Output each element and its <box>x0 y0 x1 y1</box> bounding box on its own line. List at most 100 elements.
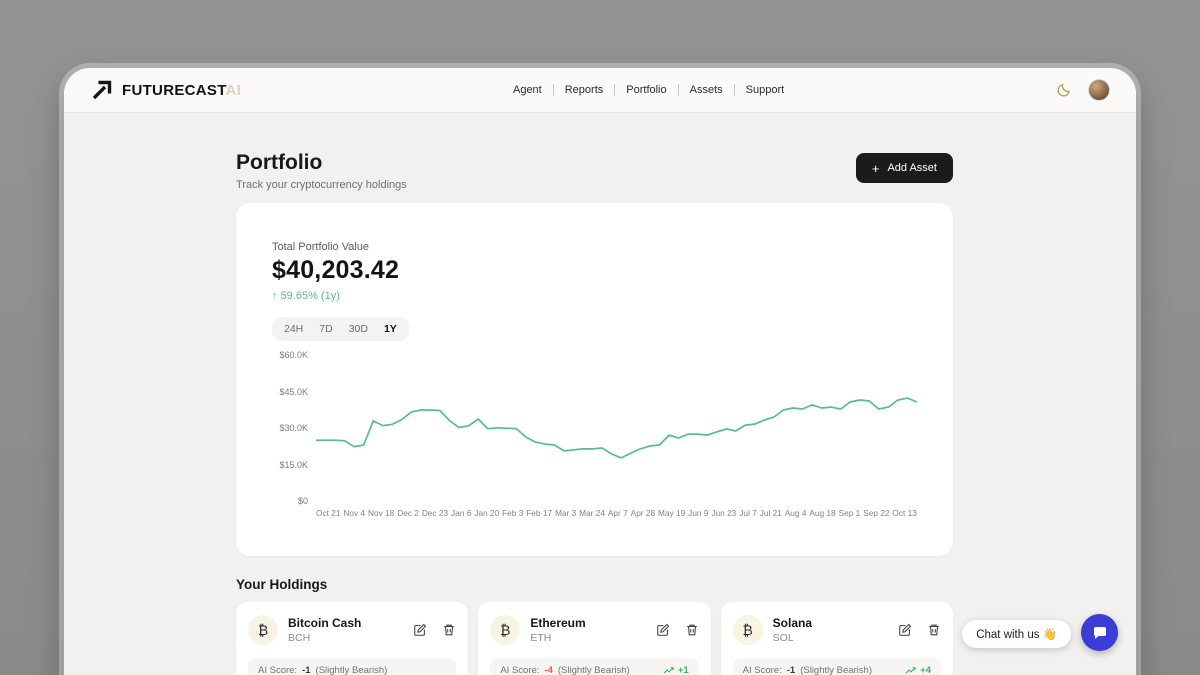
y-tick: $45.0K <box>279 386 308 397</box>
edit-icon[interactable] <box>656 623 670 637</box>
value-change-indicator: ↑ 59.65% (1y) <box>272 290 340 302</box>
holding-actions <box>898 623 941 637</box>
coin-icon: ₿ <box>732 615 763 645</box>
coin-icon: ₿ <box>248 615 278 645</box>
x-tick: Nov 4 <box>343 508 366 518</box>
y-tick: $30.0K <box>279 423 308 433</box>
page-subtitle: Track your cryptocurrency holdings <box>236 179 407 191</box>
x-tick: Jul 7 <box>739 508 757 518</box>
trending-up-icon <box>663 667 674 674</box>
score-trend: +1 <box>663 665 689 675</box>
x-tick: May 19 <box>658 508 686 518</box>
ai-score-sentiment: (Slightly Bearish) <box>800 665 872 675</box>
chat-bubble-icon <box>1093 626 1106 639</box>
range-tab-30d[interactable]: 30D <box>348 323 368 335</box>
ai-score-value: -4 <box>544 665 553 675</box>
app-window: FUTURECASTAI Agent Reports Portfolio Assets… <box>64 68 1136 675</box>
chart-plot-area[interactable] <box>316 355 917 501</box>
nav-item-assets[interactable]: Assets <box>689 84 723 96</box>
chat-launcher-button[interactable] <box>1081 614 1118 651</box>
holding-ticker: SOL <box>772 632 794 644</box>
total-value-amount: $40,203.42 <box>272 256 400 284</box>
ai-score-pill: AI Score: -4 (Slightly Bearish) +1 <box>490 658 699 675</box>
holding-name: Bitcoin Cash <box>288 616 362 630</box>
top-nav-bar: FUTURECASTAI Agent Reports Portfolio Assets… <box>64 68 1136 113</box>
x-tick: Oct 13 <box>892 508 917 518</box>
x-tick: Jan 6 <box>451 508 472 518</box>
coin-icon: ₿ <box>490 615 521 645</box>
holding-ticker: ETH <box>530 632 552 644</box>
x-tick: Feb 3 <box>502 508 524 518</box>
holdings-section-title: Your Holdings <box>236 577 328 592</box>
page-title-block: Portfolio Track your cryptocurrency hold… <box>236 151 407 191</box>
x-tick: Sep 22 <box>863 508 890 518</box>
holding-header: ₿ Solana SOL <box>732 615 941 645</box>
chart-y-axis: $60.0K $45.0K $30.0K $15.0K $0 <box>272 350 308 506</box>
x-tick: Sep 1 <box>838 508 861 518</box>
nav-item-agent[interactable]: Agent <box>512 84 542 96</box>
nav-divider <box>733 84 735 96</box>
y-tick: $0 <box>297 496 308 506</box>
ai-score-label: AI Score: <box>500 665 540 675</box>
x-tick: Dec 23 <box>421 508 449 518</box>
score-trend: +4 <box>905 665 931 675</box>
range-tab-1y[interactable]: 1Y <box>383 323 397 335</box>
holding-names: Ethereum ETH <box>530 616 585 644</box>
arrow-up-right-logo-icon <box>92 80 112 100</box>
x-tick: Apr 28 <box>630 508 656 518</box>
x-tick: Aug 4 <box>784 508 807 518</box>
y-tick: $15.0K <box>279 459 308 470</box>
user-avatar[interactable] <box>1088 79 1110 101</box>
x-tick: Jan 20 <box>474 508 500 518</box>
logo[interactable]: FUTURECASTAI <box>90 78 241 102</box>
x-tick: Jun 9 <box>688 508 709 518</box>
delete-icon[interactable] <box>442 623 456 637</box>
nav-item-portfolio[interactable]: Portfolio <box>626 84 667 96</box>
page-header: Portfolio Track your cryptocurrency hold… <box>236 151 953 191</box>
x-tick: Mar 3 <box>555 508 577 518</box>
x-tick: Oct 21 <box>316 508 341 518</box>
header-right <box>1056 79 1110 101</box>
holding-names: Bitcoin Cash BCH <box>288 616 361 644</box>
page-title: Portfolio <box>236 151 323 174</box>
holding-actions <box>413 623 456 637</box>
dark-mode-moon-icon[interactable] <box>1056 82 1072 98</box>
add-asset-button[interactable]: + Add Asset <box>855 153 953 183</box>
x-tick: Feb 17 <box>526 508 553 518</box>
holding-name: Ethereum <box>530 616 586 630</box>
delete-icon[interactable] <box>927 623 941 637</box>
chat-with-us-bubble[interactable]: Chat with us 👋 <box>962 620 1071 648</box>
trend-value: +4 <box>920 665 931 675</box>
holding-header: ₿ Ethereum ETH <box>490 615 698 645</box>
ai-score-pill: AI Score: -1 (Slightly Bearish) +4 <box>732 658 941 675</box>
nav-item-reports[interactable]: Reports <box>564 84 604 96</box>
ai-score-value: -1 <box>302 665 311 675</box>
delete-icon[interactable] <box>685 623 699 637</box>
trending-up-icon <box>905 667 916 674</box>
add-asset-label: Add Asset <box>887 162 937 174</box>
plus-icon: + <box>871 160 880 176</box>
range-tab-24h[interactable]: 24H <box>284 323 304 335</box>
x-tick: Aug 18 <box>809 508 836 518</box>
ai-score-sentiment: (Slightly Bearish) <box>557 665 630 675</box>
logo-text-main: FUTURECAST <box>122 81 226 99</box>
x-tick: Dec 2 <box>397 508 419 518</box>
edit-icon[interactable] <box>898 623 912 637</box>
trend-value: +1 <box>677 665 689 675</box>
ai-score-pill: AI Score: -1 (Slightly Bearish) <box>248 658 457 675</box>
x-tick: Jun 23 <box>711 508 737 518</box>
x-tick: Apr 7 <box>607 508 628 518</box>
logo-text-suffix: AI <box>225 81 242 99</box>
nav-divider <box>677 84 679 96</box>
holding-names: Solana SOL <box>773 616 812 644</box>
ai-score-label: AI Score: <box>258 665 298 675</box>
x-tick: Mar 24 <box>579 508 605 518</box>
ai-score-value: -1 <box>786 665 796 675</box>
y-tick: $60.0K <box>279 350 308 360</box>
edit-icon[interactable] <box>413 623 427 637</box>
nav-item-support[interactable]: Support <box>745 84 785 96</box>
total-value-label: Total Portfolio Value <box>272 241 370 253</box>
nav-divider <box>614 84 616 96</box>
holding-card-bch: ₿ Bitcoin Cash BCH AI <box>236 602 469 675</box>
range-tab-7d[interactable]: 7D <box>319 323 333 335</box>
